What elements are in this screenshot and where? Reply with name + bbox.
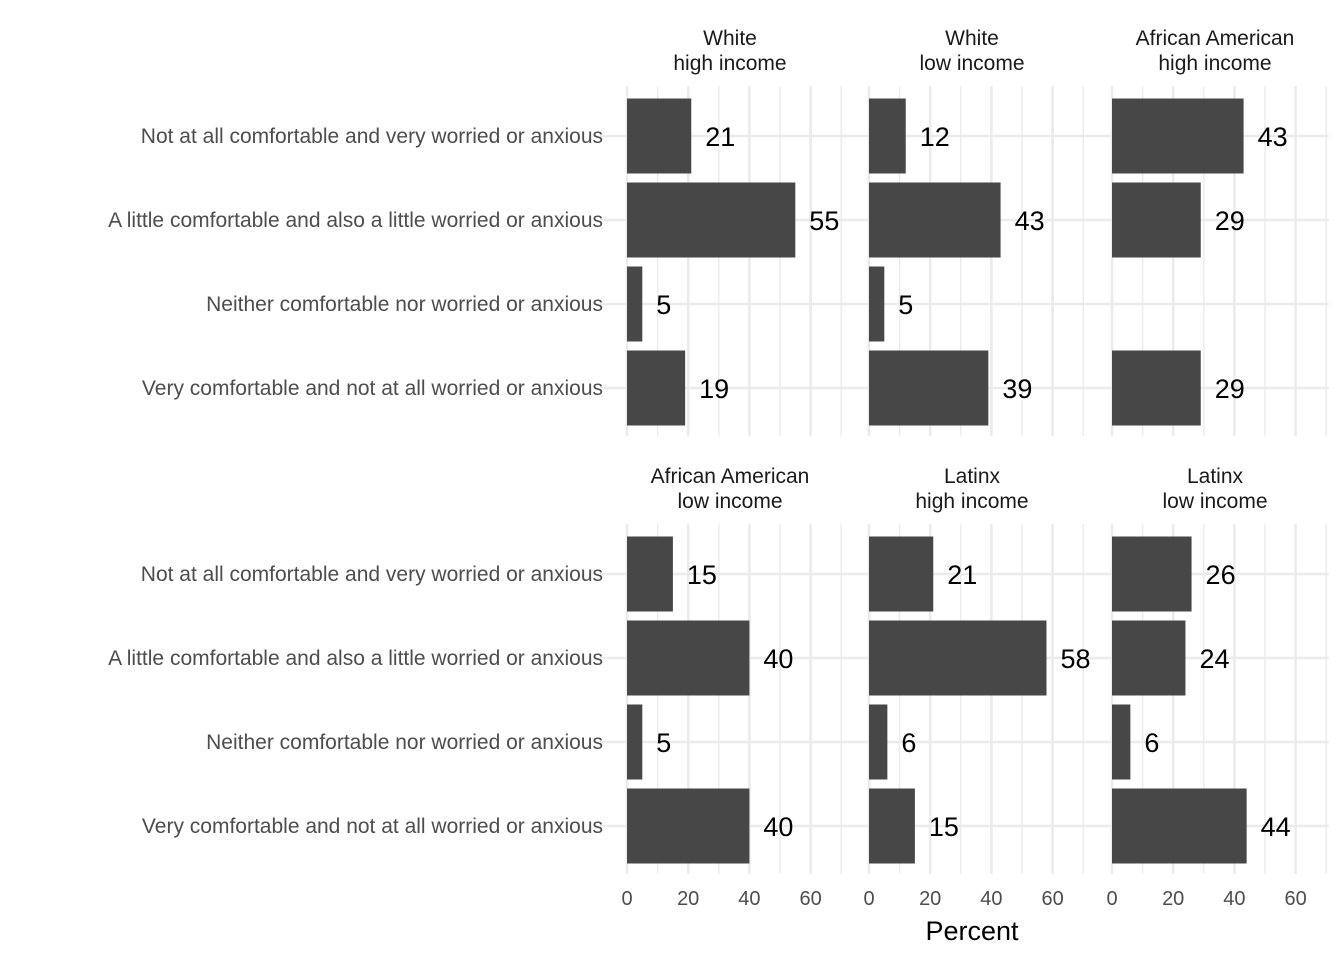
data-label: 24 xyxy=(1199,644,1229,674)
bar xyxy=(627,536,673,612)
category-label: A little comfortable and also a little w… xyxy=(108,209,603,232)
bar xyxy=(869,620,1047,696)
panel-title-line2: high income xyxy=(673,52,786,75)
category-label: Very comfortable and not at all worried … xyxy=(142,377,603,400)
bar xyxy=(1112,536,1192,612)
x-tick-label: 20 xyxy=(919,888,941,910)
x-tick-label: 0 xyxy=(863,888,874,910)
x-tick-label: 60 xyxy=(1041,888,1063,910)
panel-title-line2: low income xyxy=(1162,490,1267,513)
bar xyxy=(869,182,1001,258)
data-label: 5 xyxy=(656,728,671,758)
panel-title-line1: White xyxy=(703,27,757,50)
bar xyxy=(1112,704,1131,780)
bar xyxy=(1112,182,1201,258)
x-tick-label: 60 xyxy=(799,888,821,910)
x-tick-label: 40 xyxy=(738,888,760,910)
panel-title-line1: African American xyxy=(651,465,810,488)
bar xyxy=(1112,620,1186,696)
x-axis-title: Percent xyxy=(925,916,1019,946)
bar xyxy=(627,182,796,258)
panel-title-line2: low income xyxy=(919,52,1024,75)
x-tick-label: 0 xyxy=(1106,888,1117,910)
data-label: 5 xyxy=(656,290,671,320)
bar xyxy=(627,350,686,426)
category-label: Neither comfortable nor worried or anxio… xyxy=(206,293,603,316)
panel-title-line2: low income xyxy=(677,490,782,513)
panel-title-line2: high income xyxy=(915,490,1028,513)
data-label: 21 xyxy=(947,560,977,590)
data-label: 29 xyxy=(1215,374,1245,404)
bar xyxy=(1112,98,1244,174)
bar xyxy=(869,98,906,174)
bar xyxy=(627,620,750,696)
bar xyxy=(627,98,692,174)
panel-title-line1: White xyxy=(945,27,999,50)
data-label: 43 xyxy=(1258,122,1288,152)
bar xyxy=(627,704,643,780)
category-label: Not at all comfortable and very worried … xyxy=(141,125,603,148)
data-label: 29 xyxy=(1215,206,1245,236)
x-tick-label: 20 xyxy=(1162,888,1184,910)
bar xyxy=(627,266,643,342)
data-label: 55 xyxy=(809,206,839,236)
data-label: 12 xyxy=(920,122,950,152)
category-label: A little comfortable and also a little w… xyxy=(108,647,603,670)
x-tick-label: 20 xyxy=(677,888,699,910)
x-tick-label: 60 xyxy=(1284,888,1306,910)
bar xyxy=(869,788,915,864)
bar xyxy=(1112,350,1201,426)
data-label: 6 xyxy=(901,728,916,758)
data-label: 39 xyxy=(1002,374,1032,404)
data-label: 15 xyxy=(929,812,959,842)
data-label: 26 xyxy=(1206,560,1236,590)
category-label: Neither comfortable nor worried or anxio… xyxy=(206,731,603,754)
data-label: 43 xyxy=(1015,206,1045,236)
bar-layer xyxy=(627,98,1247,864)
data-label: 21 xyxy=(705,122,735,152)
bar xyxy=(869,536,934,612)
data-label: 19 xyxy=(699,374,729,404)
data-label: 40 xyxy=(763,644,793,674)
category-label: Not at all comfortable and very worried … xyxy=(141,563,603,586)
panel-title-line2: high income xyxy=(1158,52,1271,75)
data-label: 15 xyxy=(687,560,717,590)
data-label: 44 xyxy=(1261,812,1291,842)
bar xyxy=(1112,788,1247,864)
data-label: 5 xyxy=(898,290,913,320)
panel-title-line1: Latinx xyxy=(944,465,1001,488)
data-label: 6 xyxy=(1144,728,1159,758)
bar xyxy=(869,350,989,426)
panel-title-line1: Latinx xyxy=(1187,465,1244,488)
bar xyxy=(869,266,885,342)
bar xyxy=(627,788,750,864)
x-tick-label: 0 xyxy=(621,888,632,910)
x-tick-label: 40 xyxy=(980,888,1002,910)
bar xyxy=(869,704,888,780)
data-label: 58 xyxy=(1060,644,1090,674)
category-label: Very comfortable and not at all worried … xyxy=(142,815,603,838)
panel-title-line1: African American xyxy=(1136,27,1295,50)
x-tick-label: 40 xyxy=(1223,888,1245,910)
data-label: 40 xyxy=(763,812,793,842)
